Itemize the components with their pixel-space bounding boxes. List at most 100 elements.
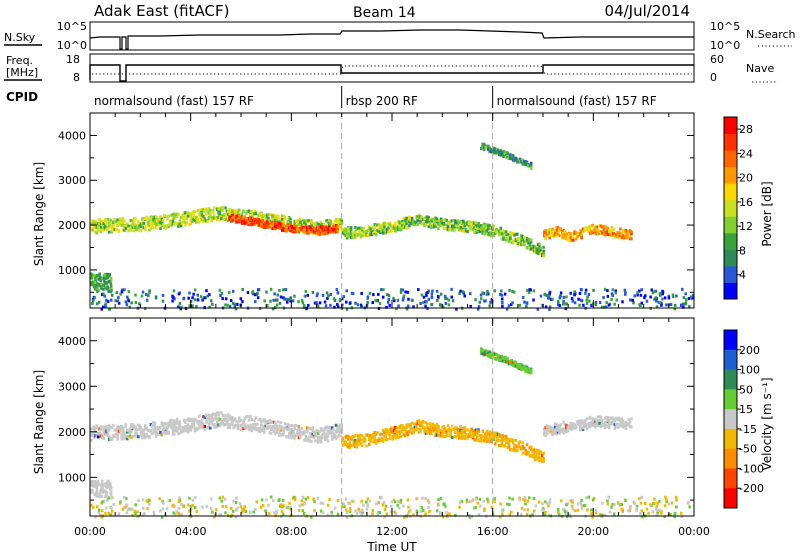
rti-cell [484,230,487,234]
rti-cell [299,217,302,221]
x-tick-label: 04:00 [175,525,207,538]
rti-cell [374,299,378,303]
rti-cell [225,420,229,424]
rti-cell [467,224,471,228]
rti-cell [95,302,99,306]
rti-cell [451,219,454,223]
rti-cell [351,236,354,240]
rti-cell [349,235,353,239]
rti-cell [435,217,439,221]
rti-cell [250,209,254,213]
rti-cell [148,291,151,295]
rti-cell [660,303,663,307]
rti-cell [536,307,540,311]
rti-cell [569,423,572,427]
rti-cell [643,296,646,300]
rti-cell [595,422,599,426]
rti-cell [166,425,169,429]
rti-cell [164,426,168,430]
rti-cell [539,252,543,256]
rti-cell [482,499,486,503]
y-tick-label: 1000 [58,264,86,277]
rti-cell [469,430,472,434]
rti-cell [315,294,319,298]
rti-cell [531,450,534,454]
rti-cell [571,498,574,502]
rti-cell [254,300,257,304]
rti-cell [527,366,530,370]
rti-cell [90,438,93,442]
rti-cell [345,434,349,438]
rti-cell [312,433,316,437]
rti-cell [502,438,505,442]
rti-cell [303,226,306,230]
rti-cell [275,430,278,434]
rti-cell [480,434,483,438]
rti-cell [545,229,549,233]
rti-cell [256,291,259,295]
rti-cell [594,425,597,429]
rti-cell [517,363,520,367]
rti-cell [310,220,313,224]
rti-cell [426,426,429,430]
rti-cell [507,239,511,243]
rti-cell [329,430,332,434]
rti-cell [345,234,349,238]
rti-cell [409,221,412,225]
rti-cell [578,229,582,233]
rti-cell [305,225,309,229]
rti-cell [430,432,433,436]
beam-title: Beam 14 [353,5,416,21]
rti-cell [680,515,684,519]
rti-cell [390,224,393,228]
rti-cell [471,432,475,436]
rti-cell [528,288,532,292]
rti-cell [325,219,328,223]
rti-cell [141,430,144,434]
rti-cell [577,232,581,236]
rti-cell [633,502,636,506]
rti-cell [350,499,354,503]
rti-cell [236,427,240,431]
rti-cell [293,424,296,428]
rti-cell [271,307,275,311]
rti-cell [249,510,252,514]
rti-cell [283,216,287,220]
rti-cell [549,426,553,430]
rti-cell [617,416,621,420]
rti-cell [498,153,501,157]
rti-cell [527,450,530,454]
rti-cell [273,292,276,296]
rti-cell [520,447,523,451]
rti-cell [543,292,546,296]
rti-cell [576,419,579,423]
rti-cell [424,292,428,296]
rti-cell [105,277,108,281]
rti-cell [343,439,346,443]
rti-cell [488,430,491,434]
rti-cell [638,289,641,293]
rti-cell [544,229,547,233]
rti-cell [282,222,285,226]
rti-cell [388,433,392,437]
rti-cell [97,300,101,304]
rti-cell [352,434,356,438]
rti-cell [478,504,482,508]
rti-cell [173,419,176,423]
rti-cell [380,229,383,233]
rti-cell [317,226,320,230]
rti-cell [450,287,453,291]
rti-cell [610,420,614,424]
rti-cell [588,231,592,235]
rti-cell [317,438,320,442]
rti-cell [603,420,607,424]
rti-cell [199,208,202,212]
rti-cell [451,435,454,439]
rti-cell [293,228,296,232]
rti-cell [119,221,122,225]
rti-cell [468,499,472,503]
rti-cell [442,428,446,432]
rti-cell [349,436,353,440]
rti-cell [409,427,412,431]
